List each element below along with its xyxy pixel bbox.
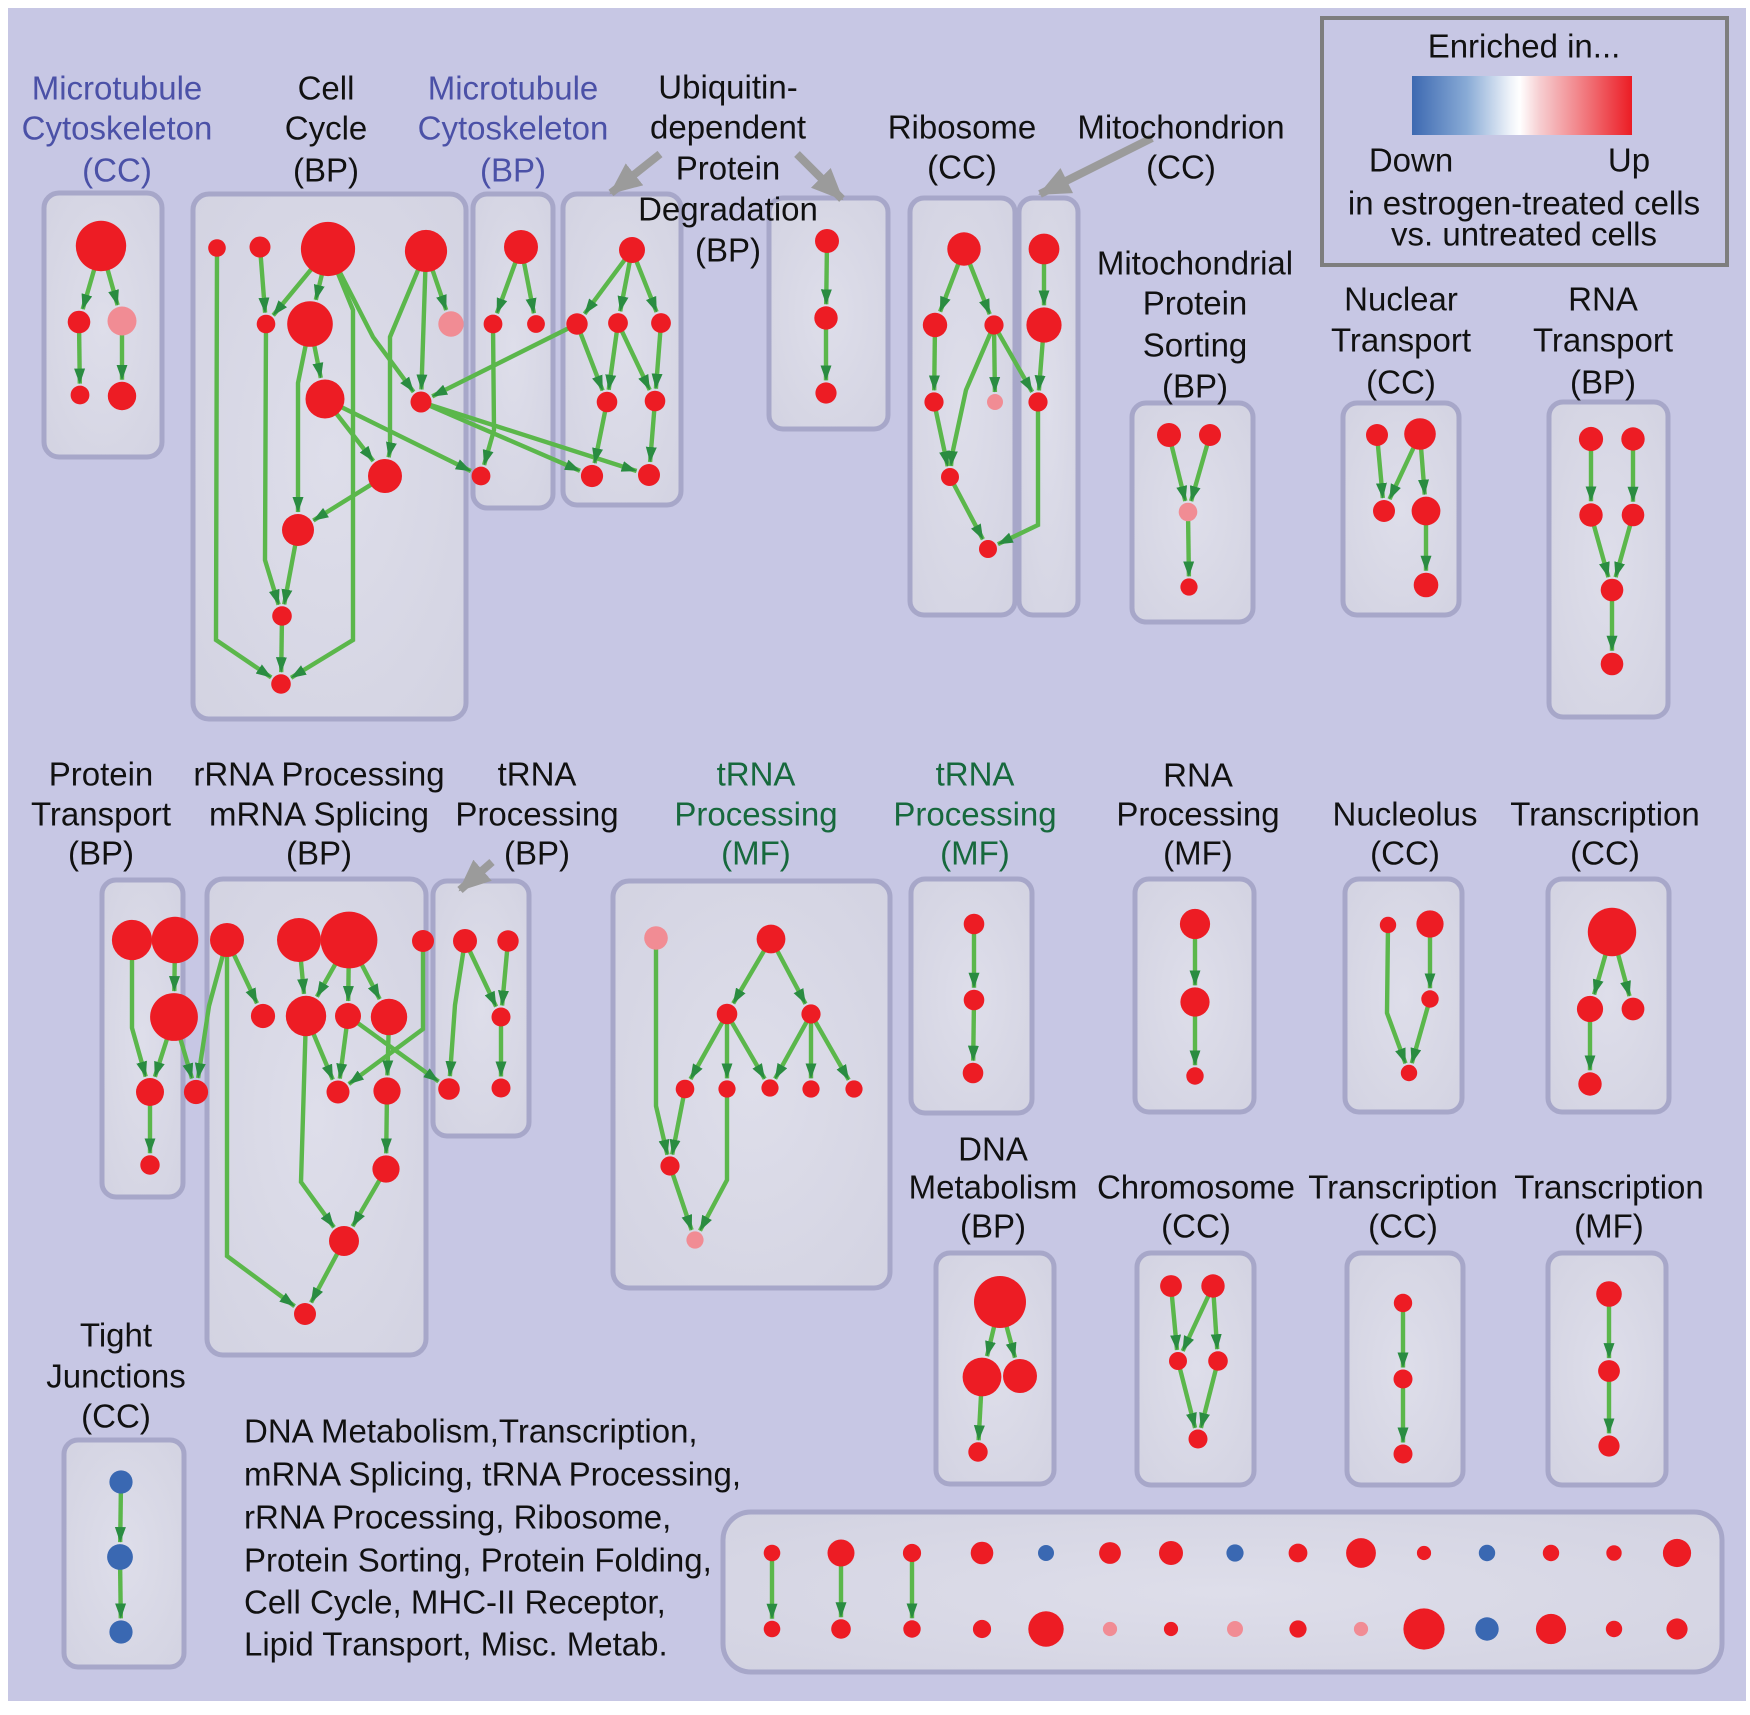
svg-text:Nuclear: Nuclear	[1344, 281, 1458, 318]
svg-text:(BP): (BP)	[293, 152, 359, 189]
svg-text:(CC): (CC)	[1146, 149, 1216, 186]
svg-text:tRNA: tRNA	[936, 756, 1015, 793]
svg-text:tRNA: tRNA	[717, 756, 796, 793]
svg-text:mRNA Splicing, tRNA Processing: mRNA Splicing, tRNA Processing,	[244, 1456, 741, 1493]
svg-text:Transcription: Transcription	[1308, 1169, 1498, 1206]
svg-text:(BP): (BP)	[960, 1208, 1026, 1245]
svg-text:Cell Cycle, MHC-II Receptor,: Cell Cycle, MHC-II Receptor,	[244, 1584, 666, 1621]
svg-text:rRNA Processing, Ribosome,: rRNA Processing, Ribosome,	[244, 1499, 671, 1536]
svg-text:in estrogen-treated cells: in estrogen-treated cells	[1348, 185, 1700, 222]
svg-text:(BP): (BP)	[504, 835, 570, 872]
svg-text:Protein Sorting, Protein Foldi: Protein Sorting, Protein Folding,	[244, 1542, 712, 1579]
svg-text:Up: Up	[1608, 142, 1650, 179]
svg-text:(CC): (CC)	[1570, 835, 1640, 872]
svg-text:(MF): (MF)	[940, 835, 1010, 872]
svg-text:Protein: Protein	[49, 756, 154, 793]
svg-text:Lipid Transport, Misc. Metab.: Lipid Transport, Misc. Metab.	[244, 1626, 668, 1663]
svg-text:RNA: RNA	[1163, 757, 1233, 794]
svg-text:tRNA: tRNA	[498, 756, 577, 793]
svg-text:Processing: Processing	[1116, 796, 1279, 833]
svg-text:Mitochondrion: Mitochondrion	[1077, 109, 1284, 146]
svg-text:Ubiquitin-: Ubiquitin-	[658, 69, 797, 106]
svg-text:Transport: Transport	[31, 796, 171, 833]
svg-text:Chromosome: Chromosome	[1097, 1169, 1295, 1206]
svg-text:Down: Down	[1369, 142, 1453, 179]
svg-text:Junctions: Junctions	[46, 1358, 185, 1395]
svg-text:(CC): (CC)	[1370, 835, 1440, 872]
svg-text:(MF): (MF)	[1574, 1208, 1644, 1245]
svg-text:Ribosome: Ribosome	[888, 109, 1037, 146]
svg-text:Transcription: Transcription	[1514, 1169, 1704, 1206]
svg-text:Processing: Processing	[674, 796, 837, 833]
svg-text:Protein: Protein	[1143, 285, 1248, 322]
svg-text:Transcription: Transcription	[1510, 796, 1700, 833]
svg-text:Mitochondrial: Mitochondrial	[1097, 245, 1293, 282]
svg-text:(CC): (CC)	[1368, 1208, 1438, 1245]
svg-text:Microtubule: Microtubule	[32, 70, 203, 107]
svg-text:dependent: dependent	[650, 109, 806, 146]
svg-text:Sorting: Sorting	[1143, 327, 1248, 364]
svg-text:(CC): (CC)	[1366, 364, 1436, 401]
svg-text:rRNA Processing: rRNA Processing	[193, 756, 444, 793]
svg-text:(BP): (BP)	[480, 152, 546, 189]
svg-text:(MF): (MF)	[1163, 835, 1233, 872]
svg-text:(BP): (BP)	[68, 835, 134, 872]
svg-text:vs. untreated cells: vs. untreated cells	[1391, 216, 1657, 253]
svg-text:Cytoskeleton: Cytoskeleton	[418, 110, 609, 147]
svg-text:(BP): (BP)	[286, 835, 352, 872]
svg-text:(MF): (MF)	[721, 835, 791, 872]
svg-text:Protein: Protein	[676, 150, 781, 187]
svg-text:Cytoskeleton: Cytoskeleton	[22, 110, 213, 147]
svg-text:DNA: DNA	[958, 1131, 1028, 1168]
svg-text:Enriched in...: Enriched in...	[1428, 28, 1621, 65]
svg-text:RNA: RNA	[1568, 281, 1638, 318]
svg-text:(BP): (BP)	[1162, 368, 1228, 405]
svg-text:(CC): (CC)	[927, 149, 997, 186]
svg-text:Metabolism: Metabolism	[909, 1169, 1078, 1206]
svg-text:(BP): (BP)	[1570, 364, 1636, 401]
svg-text:Processing: Processing	[893, 796, 1056, 833]
svg-text:Degradation: Degradation	[638, 191, 818, 228]
svg-text:Processing: Processing	[455, 796, 618, 833]
svg-text:(BP): (BP)	[695, 232, 761, 269]
svg-text:DNA Metabolism,Transcription,: DNA Metabolism,Transcription,	[244, 1413, 698, 1450]
svg-text:Cell: Cell	[298, 70, 355, 107]
svg-text:Tight: Tight	[80, 1317, 152, 1354]
svg-text:Transport: Transport	[1331, 322, 1471, 359]
svg-text:(CC): (CC)	[82, 152, 152, 189]
svg-text:(CC): (CC)	[1161, 1208, 1231, 1245]
svg-text:Microtubule: Microtubule	[428, 70, 599, 107]
svg-text:mRNA Splicing: mRNA Splicing	[209, 796, 429, 833]
svg-text:Nucleolus: Nucleolus	[1333, 796, 1478, 833]
svg-text:Cycle: Cycle	[285, 110, 368, 147]
svg-text:Transport: Transport	[1533, 322, 1673, 359]
svg-text:(CC): (CC)	[81, 1398, 151, 1435]
